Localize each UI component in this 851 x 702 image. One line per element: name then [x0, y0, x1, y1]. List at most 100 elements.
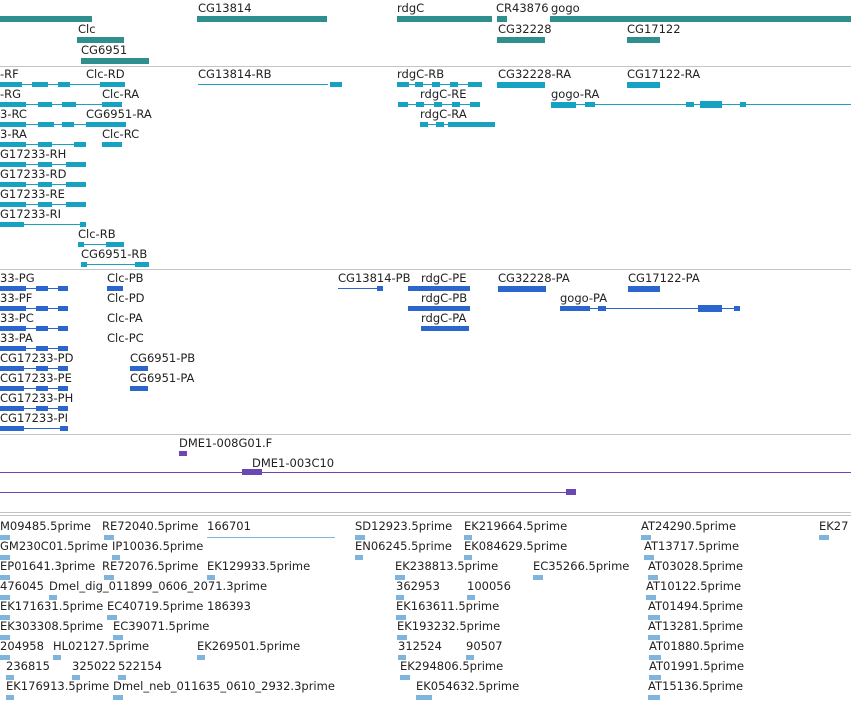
protein-segment[interactable]: [0, 366, 24, 371]
protein-segment[interactable]: [0, 306, 26, 311]
protein-label[interactable]: gogo-PA: [560, 291, 608, 305]
transcript-label[interactable]: G17233-RH: [0, 147, 67, 161]
read-label[interactable]: EK084629.5prime: [464, 539, 568, 553]
read-segment[interactable]: [467, 595, 475, 600]
read-segment[interactable]: [113, 635, 123, 640]
read-segment[interactable]: [0, 535, 10, 540]
read-label[interactable]: AT01880.5prime: [649, 639, 745, 653]
protein-segment[interactable]: [36, 406, 48, 411]
read-segment[interactable]: [355, 555, 363, 560]
protein-segment[interactable]: [130, 366, 148, 371]
transcript-exon[interactable]: [627, 82, 660, 88]
read-label[interactable]: EK163611.5prime: [396, 599, 500, 613]
protein-label[interactable]: Clc-PB: [107, 271, 144, 285]
gene-label[interactable]: CG32228: [498, 22, 552, 36]
read-segment[interactable]: [53, 655, 61, 660]
transcript-exon[interactable]: [38, 122, 54, 127]
transcript-exon[interactable]: [700, 101, 722, 108]
read-label[interactable]: 362953: [396, 579, 440, 593]
read-segment[interactable]: [72, 675, 80, 680]
protein-segment[interactable]: [58, 346, 68, 351]
gene-feature[interactable]: [77, 37, 124, 43]
protein-label[interactable]: CG17233-PI: [0, 411, 69, 425]
transcript-exon[interactable]: [470, 102, 480, 107]
read-label[interactable]: EK176913.5prime: [6, 679, 110, 693]
protein-label[interactable]: Clc-PD: [107, 291, 145, 305]
read-label[interactable]: SD12923.5prime: [355, 519, 453, 533]
protein-label[interactable]: CG32228-PA: [498, 271, 570, 285]
transcript-label[interactable]: 3-RC: [0, 107, 27, 121]
read-segment[interactable]: [104, 535, 114, 540]
protein-label[interactable]: rdgC-PE: [421, 271, 467, 285]
read-label[interactable]: AT10122.5prime: [646, 579, 742, 593]
gene-feature[interactable]: [397, 16, 492, 22]
protein-segment[interactable]: [36, 326, 48, 331]
transcript-exon[interactable]: [434, 102, 442, 107]
transcript-exon[interactable]: [0, 142, 26, 147]
gene-feature[interactable]: [0, 16, 92, 22]
protein-segment[interactable]: [130, 386, 148, 391]
protein-segment[interactable]: [0, 406, 24, 411]
transcript-label[interactable]: -RG: [0, 87, 22, 101]
transcript-exon[interactable]: [81, 262, 87, 267]
transcript-label[interactable]: gogo-RA: [551, 87, 600, 101]
read-label[interactable]: EK054632.5prime: [416, 679, 520, 693]
read-segment[interactable]: [464, 535, 472, 540]
protein-segment[interactable]: [36, 366, 48, 371]
transcript-exon[interactable]: [78, 242, 84, 247]
protein-segment[interactable]: [58, 326, 68, 331]
transcript-exon[interactable]: [0, 182, 26, 187]
read-label[interactable]: 522154: [118, 659, 162, 673]
read-label[interactable]: Dmel_neb_011635_0610_2932.3prime: [113, 679, 335, 693]
read-segment[interactable]: [819, 535, 829, 540]
read-segment[interactable]: [644, 555, 654, 560]
read-label[interactable]: EK294806.5prime: [400, 659, 504, 673]
transcript-exon[interactable]: [135, 262, 149, 267]
protein-segment[interactable]: [628, 286, 660, 292]
read-segment[interactable]: [649, 655, 661, 660]
gene-label[interactable]: rdgC: [397, 1, 425, 15]
transcript-exon[interactable]: [0, 122, 26, 127]
gene-label[interactable]: CG17122: [627, 22, 681, 36]
read-segment[interactable]: [533, 575, 543, 580]
read-segment[interactable]: [0, 655, 10, 660]
protein-segment[interactable]: [36, 306, 48, 311]
read-label[interactable]: RE72076.5prime: [102, 559, 199, 573]
read-label[interactable]: 90507: [466, 639, 503, 653]
read-label[interactable]: M09485.5prime: [0, 519, 91, 533]
read-segment[interactable]: [648, 615, 660, 620]
read-segment[interactable]: [648, 635, 660, 640]
protein-segment[interactable]: [58, 306, 68, 311]
gene-label[interactable]: CG6951: [81, 43, 128, 57]
read-label[interactable]: EK193232.5prime: [397, 619, 501, 633]
protein-segment[interactable]: [58, 286, 68, 291]
read-segment[interactable]: [112, 555, 120, 560]
transcript-label[interactable]: 3-RA: [0, 127, 27, 141]
protein-segment[interactable]: [0, 426, 24, 431]
read-label[interactable]: GM230C01.5prime: [0, 539, 108, 553]
read-segment[interactable]: [107, 615, 117, 620]
read-label[interactable]: AT13281.5prime: [648, 619, 744, 633]
transcript-exon[interactable]: [551, 102, 576, 108]
read-label[interactable]: EP01641.3prime: [0, 559, 96, 573]
read-label[interactable]: 325022: [72, 659, 116, 673]
transcript-exon[interactable]: [686, 102, 694, 107]
transcript-exon[interactable]: [416, 102, 424, 107]
gene-feature[interactable]: [197, 16, 327, 22]
read-label[interactable]: IP10036.5prime: [112, 539, 204, 553]
transcript-exon[interactable]: [0, 82, 22, 87]
protein-segment[interactable]: [408, 306, 470, 311]
protein-segment[interactable]: [60, 426, 68, 431]
read-segment[interactable]: [396, 615, 406, 620]
protein-segment[interactable]: [0, 346, 26, 351]
read-segment[interactable]: [6, 675, 14, 680]
read-segment[interactable]: [464, 555, 472, 560]
protein-segment[interactable]: [598, 306, 606, 311]
transcript-label[interactable]: CG6951-RA: [86, 107, 152, 121]
transcript-label[interactable]: Clc-RB: [78, 227, 116, 241]
protein-segment[interactable]: [498, 286, 546, 292]
transcript-exon[interactable]: [102, 102, 122, 107]
protein-segment[interactable]: [421, 326, 469, 331]
gene-feature[interactable]: [81, 58, 149, 64]
transcript-exon[interactable]: [106, 242, 124, 247]
